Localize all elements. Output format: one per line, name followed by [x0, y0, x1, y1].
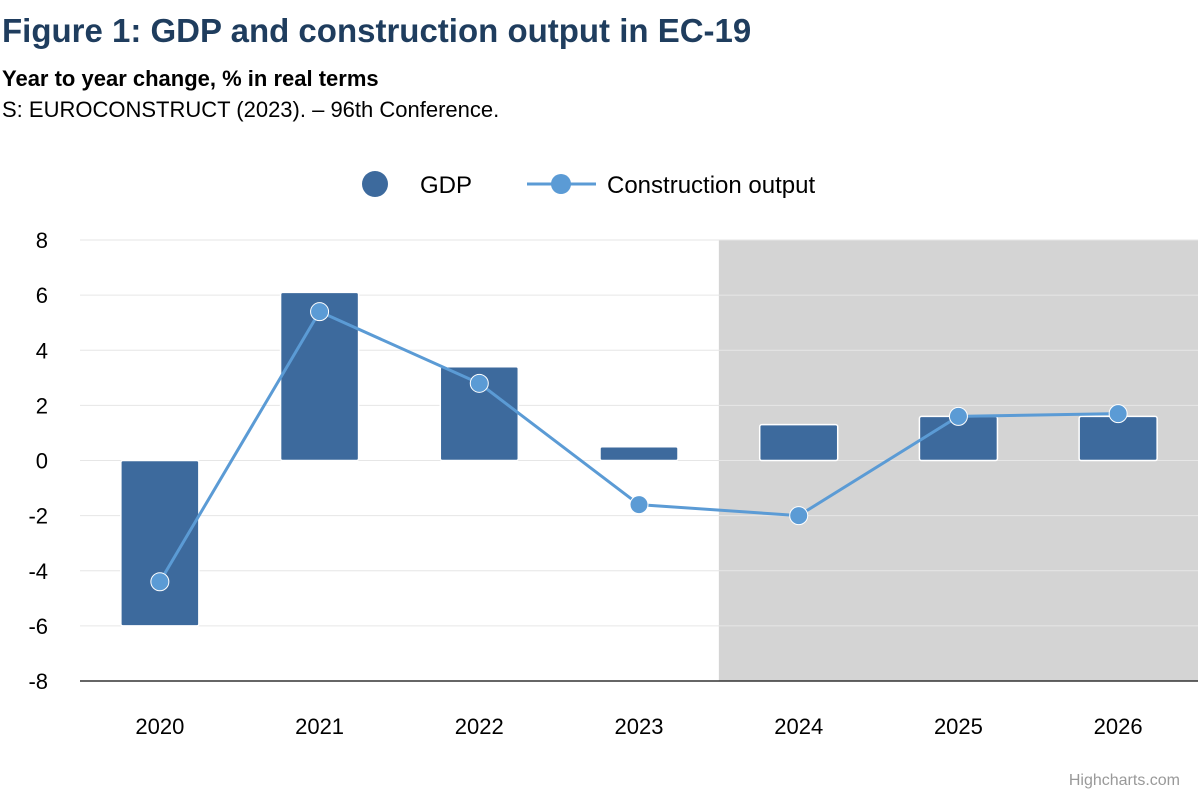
- y-tick-label: -4: [28, 559, 48, 584]
- y-tick-label: 4: [36, 338, 48, 363]
- chart-source: S: EUROCONSTRUCT (2023). – 96th Conferen…: [2, 97, 500, 122]
- axis-layer: -8 -6 -4 -2 0 2 4 6 8 2020 2021 2022 2023 2024 2025 202…: [28, 228, 1198, 739]
- x-tick-label: 2024: [774, 714, 823, 739]
- y-tick-label: 0: [36, 449, 48, 474]
- y-tick-label: -2: [28, 504, 48, 529]
- gdp-bar[interactable]: [599, 445, 679, 462]
- y-tick-label: -8: [28, 669, 48, 694]
- construction-point[interactable]: [469, 373, 489, 393]
- construction-point[interactable]: [629, 495, 649, 515]
- construction-point[interactable]: [948, 406, 968, 426]
- legend-construction-marker[interactable]: [551, 174, 571, 194]
- gdp-series: [120, 291, 1158, 627]
- legend-gdp-label[interactable]: GDP: [420, 172, 472, 199]
- legend: GDP Construction output: [362, 171, 815, 199]
- chart-title: Figure 1: GDP and construction output in…: [2, 12, 752, 49]
- y-tick-label: 8: [36, 228, 48, 253]
- construction-point[interactable]: [310, 302, 330, 322]
- y-tick-label: -6: [28, 614, 48, 639]
- x-tick-label: 2023: [615, 714, 664, 739]
- x-tick-label: 2020: [135, 714, 184, 739]
- y-tick-label: 6: [36, 283, 48, 308]
- legend-construction-label[interactable]: Construction output: [607, 172, 815, 199]
- x-tick-label: 2022: [455, 714, 504, 739]
- construction-point[interactable]: [150, 572, 170, 592]
- x-tick-label: 2021: [295, 714, 344, 739]
- construction-point[interactable]: [1108, 404, 1128, 424]
- credits-link[interactable]: Highcharts.com: [1068, 772, 1180, 789]
- construction-series: [150, 302, 1128, 592]
- gdp-bar[interactable]: [758, 423, 839, 462]
- grid-layer: [80, 239, 1198, 627]
- x-tick-label: 2026: [1094, 714, 1143, 739]
- construction-point[interactable]: [789, 506, 809, 526]
- x-tick-label: 2025: [934, 714, 983, 739]
- y-tick-label: 2: [36, 393, 48, 418]
- chart-subtitle: Year to year change, % in real terms: [2, 66, 379, 91]
- gdp-bar[interactable]: [120, 459, 200, 627]
- legend-gdp-marker[interactable]: [362, 171, 388, 197]
